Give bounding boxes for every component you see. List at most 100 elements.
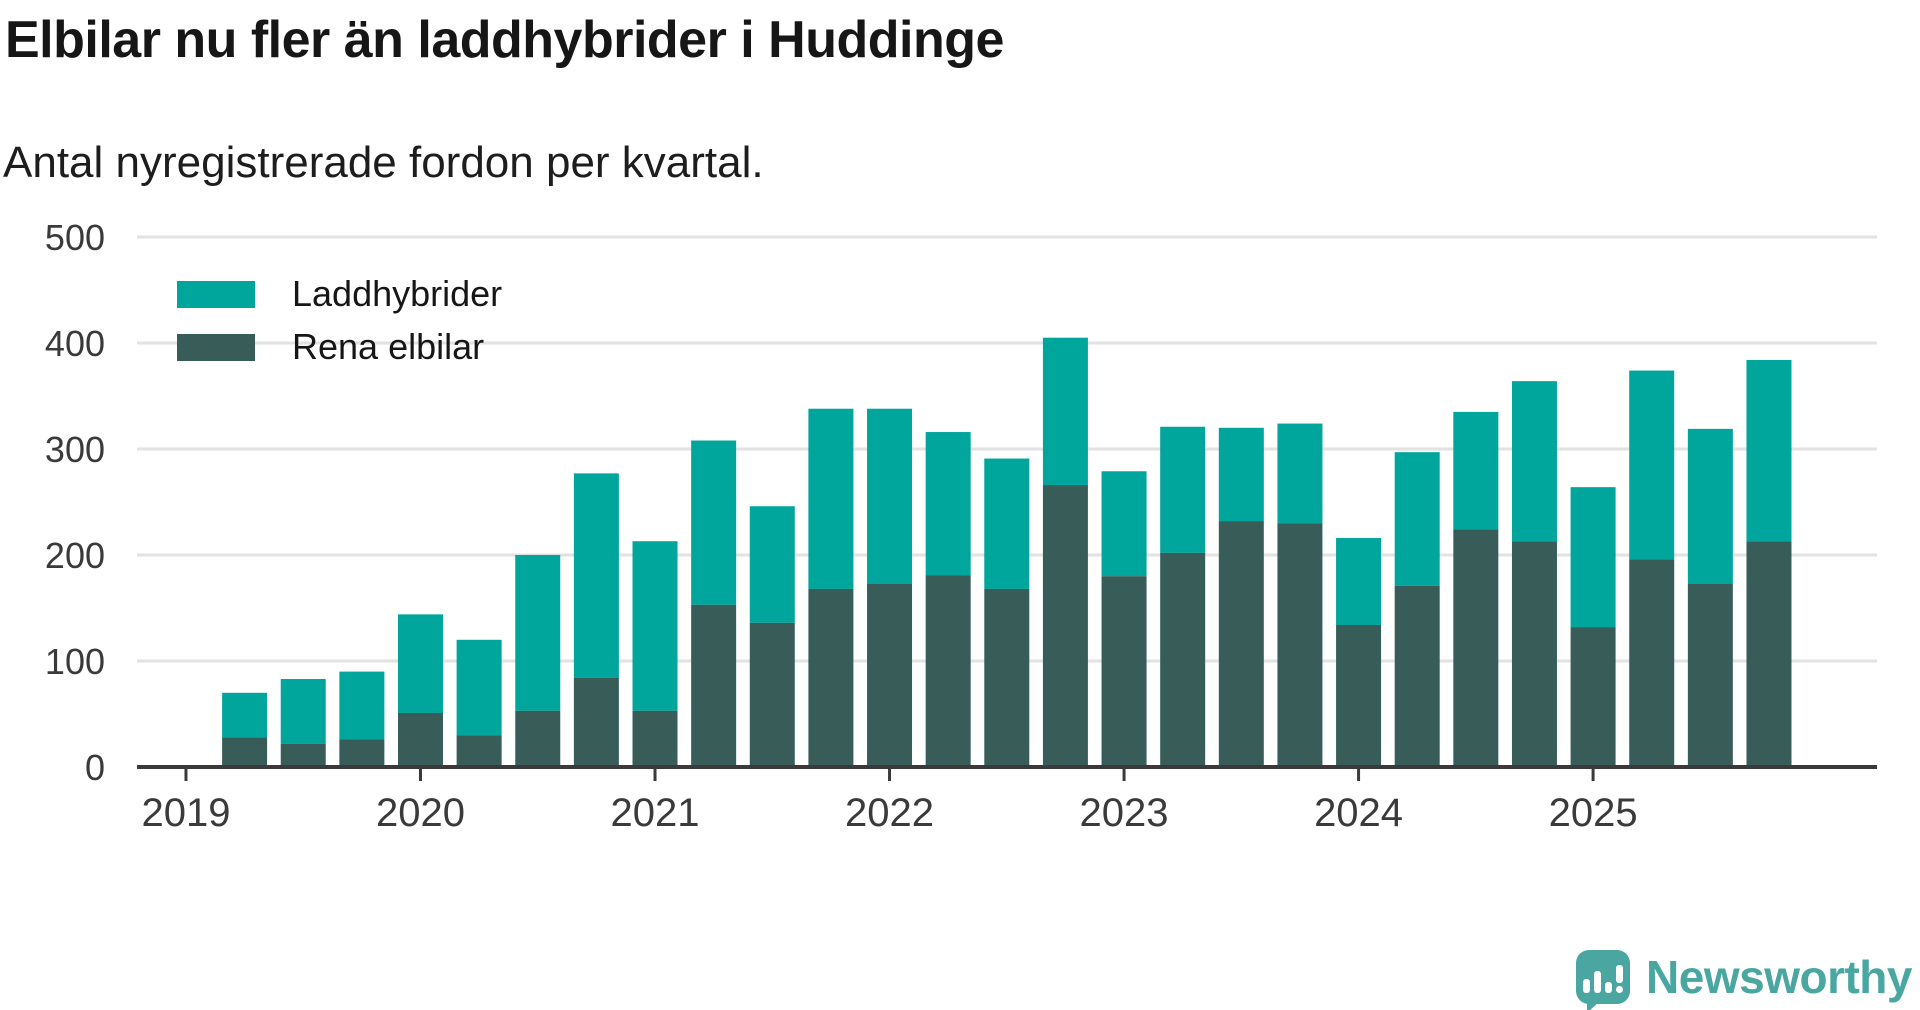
bar-segment-rena-elbilar (1687, 583, 1733, 767)
x-axis-line (137, 765, 1877, 769)
bar-segment-rena-elbilar (1101, 576, 1147, 767)
y-tick-label: 0 (85, 747, 105, 788)
bar-segment-laddhybrider (397, 614, 443, 713)
bar-segment-rena-elbilar (1042, 485, 1088, 767)
y-tick-label: 500 (45, 217, 105, 258)
bar-segment-laddhybrider (1218, 427, 1264, 522)
x-axis-tick (1357, 769, 1361, 781)
newsworthy-wordmark: Newsworthy (1646, 951, 1912, 1003)
bar-segment-rena-elbilar (925, 575, 971, 767)
bar-segment-laddhybrider (456, 639, 502, 736)
bar-segment-laddhybrider (1101, 471, 1147, 577)
bar-segment-rena-elbilar (808, 588, 854, 767)
bar-segment-laddhybrider (1687, 428, 1733, 584)
x-axis-tick (1591, 769, 1595, 781)
newsworthy-logo-icon (1576, 950, 1631, 1010)
legend-item-rena-elbilar: Rena elbilar (177, 326, 502, 367)
bar-segment-rena-elbilar (1453, 529, 1499, 767)
bar-segment-rena-elbilar (691, 604, 737, 767)
x-tick-label: 2024 (1314, 791, 1403, 835)
bar-segment-laddhybrider (222, 692, 268, 738)
x-tick-label: 2020 (376, 791, 465, 835)
bar-segment-laddhybrider (1746, 359, 1792, 542)
bar-segment-laddhybrider (749, 506, 795, 623)
legend-swatch-laddhybrider (177, 280, 255, 308)
bar-segment-rena-elbilar (456, 735, 502, 767)
bar-segment-laddhybrider (573, 473, 619, 678)
bar-segment-laddhybrider (1629, 370, 1675, 560)
bar-segment-rena-elbilar (1629, 559, 1675, 767)
logo-bubble-tail (1587, 1000, 1602, 1010)
bar-segment-laddhybrider (808, 408, 854, 589)
logo-exclamation-icon (1616, 965, 1624, 993)
bar-segment-laddhybrider (867, 408, 913, 584)
y-tick-label: 200 (45, 535, 105, 576)
x-tick-label: 2019 (141, 791, 230, 835)
x-axis-tick (888, 769, 892, 781)
bar-segment-laddhybrider (280, 679, 326, 744)
x-tick-label: 2022 (845, 791, 934, 835)
x-axis-tick (184, 769, 188, 781)
x-axis-tick (418, 769, 422, 781)
bar-segment-rena-elbilar (1160, 552, 1206, 767)
bar-segment-laddhybrider (1160, 426, 1206, 553)
gridline-400 (137, 341, 1877, 345)
bar-segment-laddhybrider (1453, 411, 1499, 530)
bar-segment-rena-elbilar (984, 588, 1030, 767)
legend-label: Rena elbilar (292, 326, 485, 367)
chart-legend: Laddhybrider Rena elbilar (177, 273, 502, 386)
bar-segment-laddhybrider (1336, 538, 1382, 625)
newsworthy-branding: Newsworthy (1576, 950, 1912, 1010)
bar-segment-laddhybrider (1511, 381, 1557, 542)
x-tick-label: 2025 (1549, 791, 1638, 835)
bar-segment-rena-elbilar (1218, 521, 1264, 767)
bar-segment-laddhybrider (925, 432, 971, 576)
legend-swatch-rena-elbilar (177, 333, 255, 361)
bar-segment-rena-elbilar (515, 710, 561, 767)
x-axis-tick (1122, 769, 1126, 781)
chart-subtitle: Antal nyregistrerade fordon per kvartal. (3, 138, 764, 187)
y-tick-label: 300 (45, 429, 105, 470)
bar-segment-rena-elbilar (1570, 627, 1616, 767)
bar-segment-laddhybrider (1570, 487, 1616, 628)
bar-segment-laddhybrider (1394, 452, 1440, 586)
y-axis-labels: 0 100 200 300 400 500 (45, 217, 105, 788)
y-tick-label: 400 (45, 323, 105, 364)
logo-bar-icon (1583, 979, 1591, 993)
bar-segment-laddhybrider (1042, 337, 1088, 486)
bar-segment-rena-elbilar (1277, 523, 1323, 767)
bar-segment-rena-elbilar (573, 677, 619, 767)
x-axis: 2019 2020 2021 2022 2023 2024 2025 (137, 765, 1877, 835)
bar-segment-rena-elbilar (1336, 624, 1382, 767)
x-axis-tick (653, 769, 657, 781)
bar-segment-rena-elbilar (222, 737, 268, 767)
gridline-300 (137, 447, 1877, 451)
bar-segment-laddhybrider (691, 440, 737, 605)
bar-segment-rena-elbilar (1394, 585, 1440, 767)
bar-series (222, 337, 1792, 767)
bar-segment-rena-elbilar (397, 712, 443, 767)
bar-segment-laddhybrider (632, 541, 678, 711)
bar-segment-rena-elbilar (280, 743, 326, 767)
chart-title: Elbilar nu fler än laddhybrider i Huddin… (5, 11, 1004, 69)
bar-segment-laddhybrider (1277, 423, 1323, 524)
x-tick-label: 2021 (611, 791, 700, 835)
gridline-500 (137, 235, 1877, 239)
bar-segment-laddhybrider (339, 671, 385, 740)
logo-bar-icon (1594, 971, 1602, 993)
x-tick-label: 2023 (1080, 791, 1169, 835)
legend-item-laddhybrider: Laddhybrider (177, 273, 502, 314)
logo-bar-icon (1605, 982, 1613, 993)
bar-segment-rena-elbilar (867, 583, 913, 767)
legend-label: Laddhybrider (292, 273, 503, 314)
bar-segment-rena-elbilar (339, 739, 385, 767)
bar-segment-rena-elbilar (1746, 541, 1792, 767)
bar-segment-laddhybrider (515, 555, 561, 711)
bar-segment-laddhybrider (984, 458, 1030, 589)
y-tick-label: 100 (45, 641, 105, 682)
bar-segment-rena-elbilar (632, 710, 678, 767)
bar-segment-rena-elbilar (749, 622, 795, 767)
bar-segment-rena-elbilar (1511, 541, 1557, 767)
